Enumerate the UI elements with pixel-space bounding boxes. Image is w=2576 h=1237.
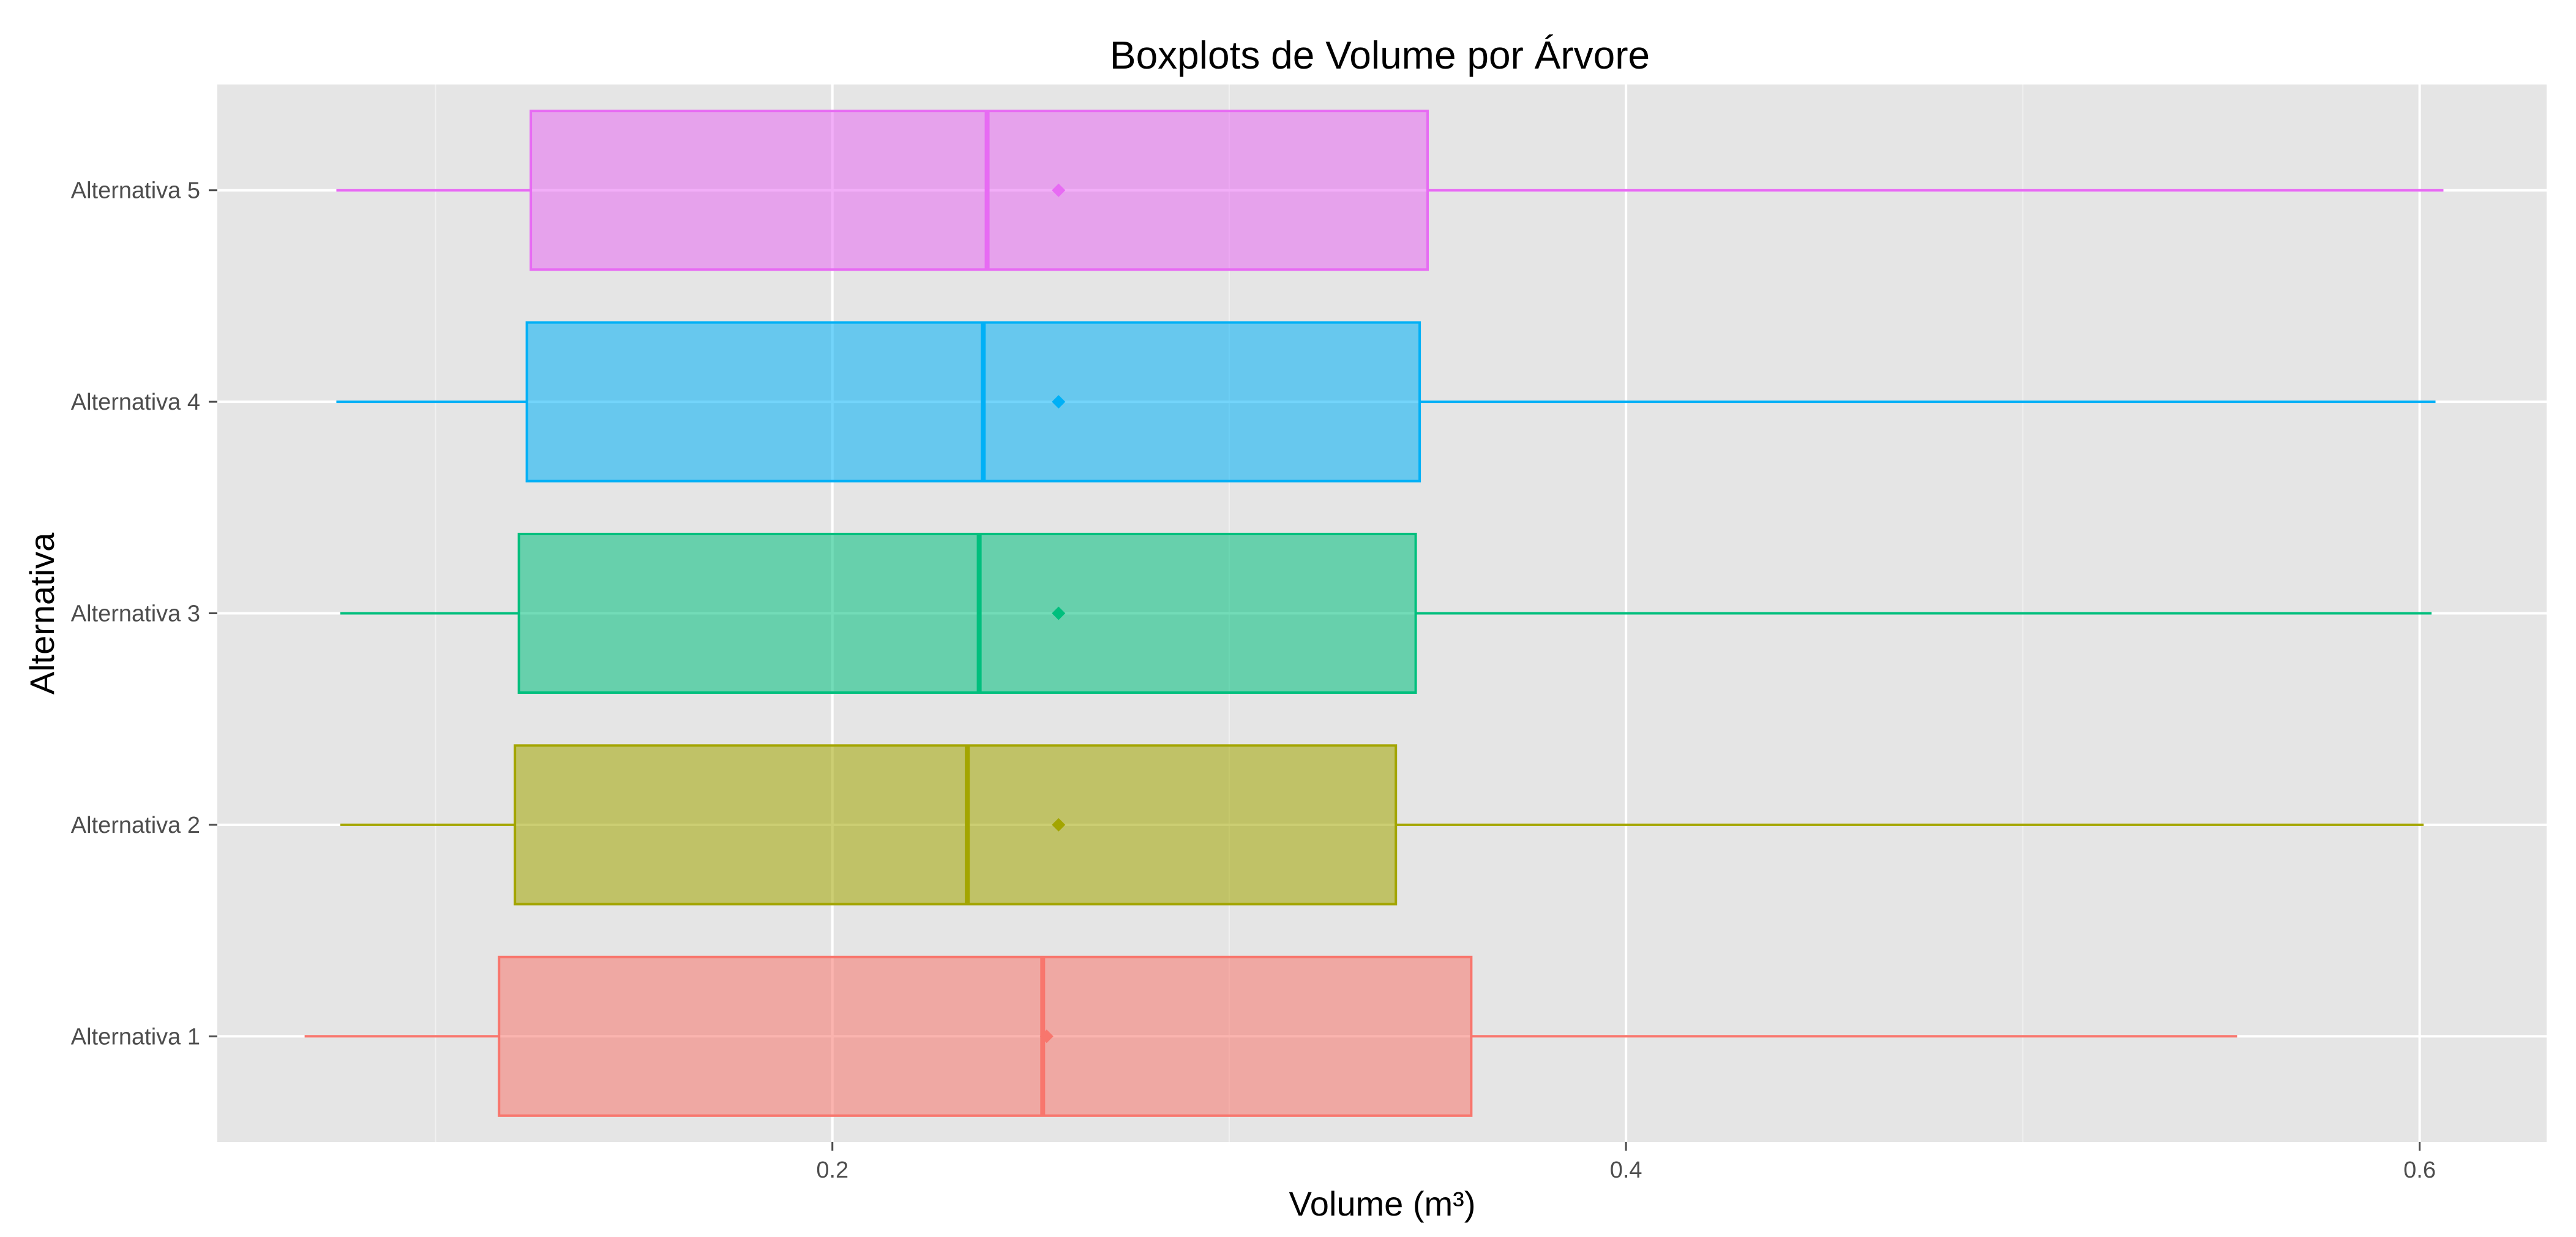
mean-marker — [1052, 818, 1066, 832]
iqr-box — [517, 532, 1417, 694]
x-axis-ticks: 0.2 0.4 0.6 — [816, 1142, 2436, 1183]
mean-marker — [1052, 395, 1066, 409]
chart-title: Boxplots de Volume por Árvore — [1110, 33, 1650, 77]
x-tick-label: 0.6 — [2403, 1157, 2436, 1183]
iqr-box — [525, 321, 1421, 483]
y-tick-label: Alternativa 1 — [71, 1024, 200, 1050]
box-4 — [336, 321, 2436, 483]
boxplots — [304, 110, 2444, 1117]
box-3 — [340, 532, 2432, 694]
x-tick-label: 0.4 — [1610, 1157, 1642, 1183]
y-tick-label: Alternativa 4 — [71, 389, 200, 415]
y-axis-title: Alternativa — [23, 532, 61, 694]
y-tick-label: Alternativa 2 — [71, 813, 200, 838]
y-tick-label: Alternativa 3 — [71, 601, 200, 627]
box-1 — [304, 955, 2237, 1117]
mean-marker — [1052, 606, 1066, 620]
mean-marker — [1052, 183, 1066, 197]
x-axis-title: Volume (m³) — [1289, 1184, 1476, 1223]
iqr-box — [530, 110, 1429, 271]
y-tick-label: Alternativa 5 — [71, 178, 200, 204]
y-axis-ticks: Alternativa 1 Alternativa 2 Alternativa 3 A… — [71, 178, 217, 1050]
mean-marker — [1039, 1029, 1054, 1043]
box-2 — [340, 744, 2424, 906]
iqr-box — [514, 744, 1398, 906]
box-5 — [336, 110, 2444, 271]
x-tick-label: 0.2 — [816, 1157, 848, 1183]
iqr-box — [498, 955, 1473, 1117]
